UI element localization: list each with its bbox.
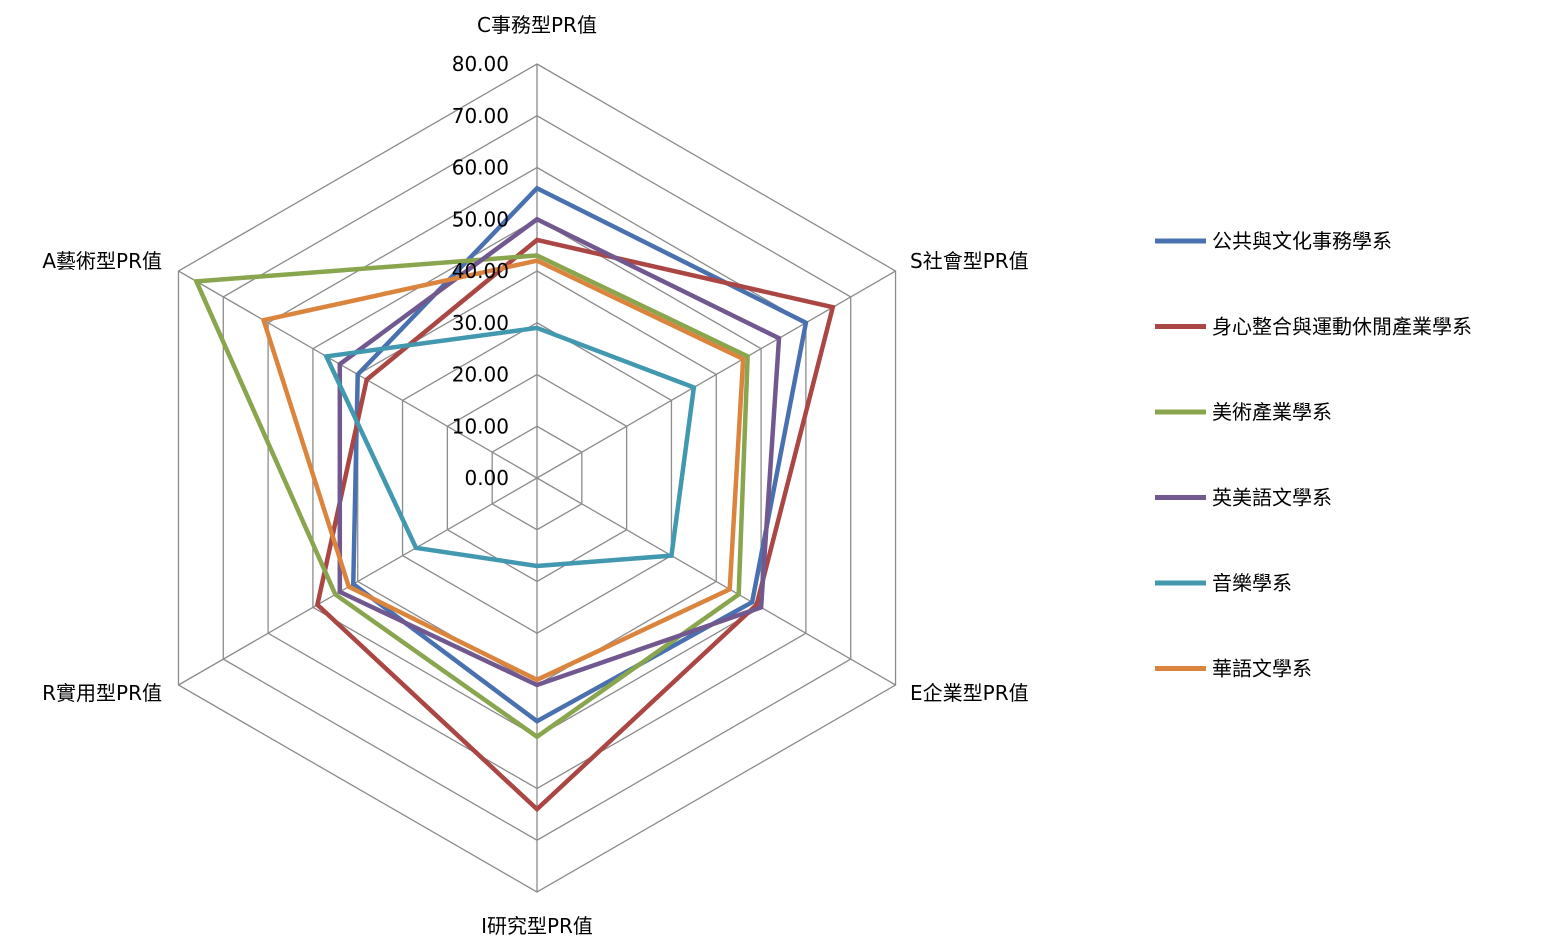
tick-label: 30.00 [452,311,509,335]
axis-spoke [536,477,896,686]
radial-tick-labels: 0.00 10.00 20.00 30.00 40.00 50.00 60.00 70.00 8… [452,52,509,490]
legend-label: 華語文學系 [1212,657,1312,681]
legend-label: 音樂學系 [1212,571,1292,595]
axis-label: R實用型PR值 [42,681,162,705]
radar-series [193,185,836,813]
tick-label: 60.00 [452,156,509,180]
tick-label: 40.00 [452,259,509,283]
legend-label: 美術產業學系 [1212,400,1332,424]
legend: 公共與文化事務學系身心整合與運動休閒產業學系美術產業學系英美語文學系音樂學系華語… [1155,229,1472,681]
axis-label: E企業型PR值 [910,681,1029,705]
axis-spoke [178,477,538,686]
series-line-5 [260,258,746,683]
tick-label: 80.00 [452,52,509,76]
axis-labels: C事務型PR值 S社會型PR值 E企業型PR值 I研究型PR值 R實用型PR值 A藝術型P… [42,13,1029,938]
axis-label: S社會型PR值 [910,249,1029,273]
axis-label: A藝術型PR值 [42,249,162,273]
axis-label: C事務型PR值 [477,13,597,37]
legend-label: 英美語文學系 [1212,486,1332,510]
series-line-1 [314,237,836,813]
legend-label: 公共與文化事務學系 [1212,229,1392,253]
tick-label: 50.00 [452,207,509,231]
series-line-4 [323,325,697,569]
tick-label: 0.00 [464,466,509,490]
axis-spoke [536,270,896,479]
series-line-2 [193,253,750,740]
legend-label: 身心整合與運動休閒產業學系 [1212,315,1472,339]
series-line-3 [337,216,782,688]
axis-label: I研究型PR值 [481,914,593,938]
tick-label: 10.00 [452,414,509,438]
tick-label: 70.00 [452,104,509,128]
tick-label: 20.00 [452,363,509,387]
series-line-0 [350,185,809,724]
